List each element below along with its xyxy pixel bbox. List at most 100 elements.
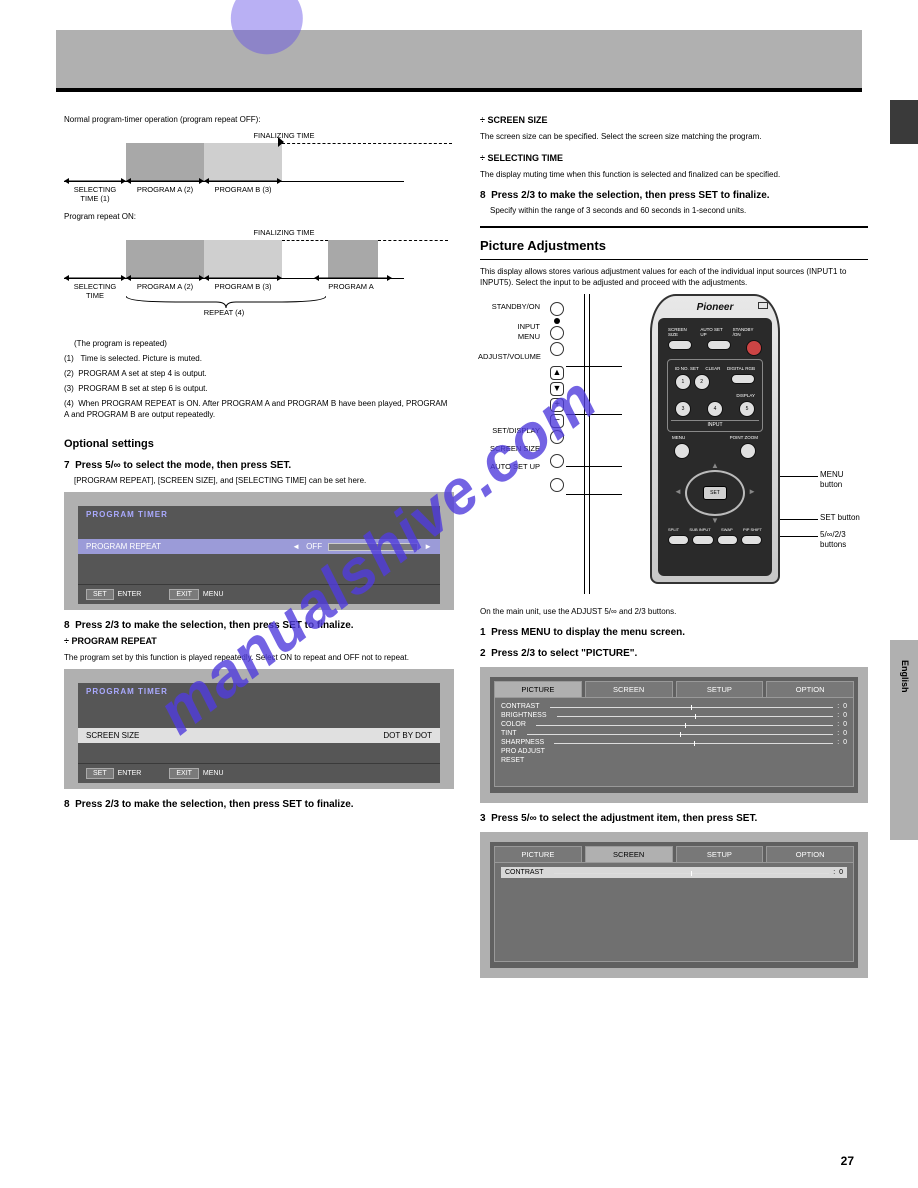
panel-up-btn[interactable]: ▲: [550, 366, 564, 380]
menu-label: BRIGHTNESS: [501, 712, 547, 719]
remote-num-2[interactable]: 2: [694, 374, 710, 390]
remote-label: POINT ZOOM: [730, 435, 758, 440]
section-underline: [480, 259, 868, 260]
dim-label: PROGRAM A: [312, 282, 390, 291]
step-7: 7 Press 5/∞ to select the mode, then pre…: [64, 460, 454, 471]
remote-screensize-btn[interactable]: [668, 340, 692, 350]
remote-swap-btn[interactable]: [717, 535, 738, 545]
panel-label: AUTO SET UP: [478, 462, 540, 472]
step-7-sub: [PROGRAM REPEAT], [SCREEN SIZE], and [SE…: [74, 475, 454, 486]
remote-standby-btn[interactable]: [746, 340, 762, 356]
osd-program-repeat: PROGRAM TIMER PROGRAM REPEAT ◄ OFF ► SET…: [64, 492, 454, 610]
picture-adjustments-heading: Picture Adjustments: [480, 238, 868, 253]
remote-num-3[interactable]: 3: [675, 401, 691, 417]
optional-settings-heading: Optional settings: [64, 438, 454, 450]
left-column: Normal program-timer operation (program …: [64, 110, 454, 810]
tab-screen[interactable]: SCREEN: [585, 681, 673, 697]
list-item: (4) When PROGRAM REPEAT is ON. After PRO…: [64, 398, 454, 420]
list-item: (1) Time is selected. Picture is muted.: [64, 353, 454, 364]
remote-label: AUTO SET UP: [700, 327, 729, 337]
panel-setdisplay-btn[interactable]: [550, 430, 564, 444]
osd-menu: MENU: [203, 770, 224, 777]
tab-option[interactable]: OPTION: [766, 681, 854, 697]
remote-pipshift-btn[interactable]: [741, 535, 762, 545]
dim-label: PROGRAM B (3): [204, 282, 282, 291]
panel-edge-line: [584, 294, 585, 594]
remote-label: DISPLAY: [736, 393, 755, 398]
remote-num-5[interactable]: 5: [739, 401, 755, 417]
tab-setup[interactable]: SETUP: [676, 681, 764, 697]
step-8a: 8 Press 2/3 to make the selection, then …: [64, 620, 454, 631]
controls-illustration: STANDBY/ON INPUT MENU ADJUST/VOLUME SET/…: [480, 294, 868, 602]
panel-menu-btn[interactable]: [550, 342, 564, 356]
menu-value: : 0: [837, 703, 847, 710]
screen-size-heading: ÷ SCREEN SIZE: [480, 114, 868, 127]
remote-label: CLEAR: [705, 366, 720, 371]
tab-picture[interactable]: PICTURE: [494, 681, 582, 697]
step-8c: 8 Press 2/3 to make the selection, then …: [480, 190, 868, 201]
osd-set: SET: [86, 589, 114, 600]
menu-picture-full: PICTURE SCREEN SETUP OPTION CONTRAST: 0 …: [480, 667, 868, 803]
panel-autosetup-btn[interactable]: [550, 478, 564, 492]
dim-label: SELECTING TIME: [64, 282, 126, 300]
remote-menu-btn[interactable]: [674, 443, 690, 459]
repeat-note: (The program is repeated): [74, 338, 454, 349]
panel-label: STANDBY/ON: [478, 302, 540, 312]
panel-screensize-btn[interactable]: [550, 454, 564, 468]
selecting-time-text: The display muting time when this functi…: [480, 169, 868, 180]
panel-plus-btn[interactable]: +: [550, 398, 564, 412]
remote-right-btn[interactable]: ►: [748, 487, 756, 496]
menu-value: : 0: [837, 721, 847, 728]
remote-label: DIGITAL RGB: [727, 366, 755, 371]
selecting-time-heading: ÷ SELECTING TIME: [480, 152, 868, 165]
panel-down-btn[interactable]: ▼: [550, 382, 564, 396]
remote-input-label: INPUT: [671, 420, 759, 428]
remote-display-btn[interactable]: [731, 374, 755, 384]
panel-label: SET/DISPLAY: [478, 426, 540, 436]
remote-up-btn[interactable]: ▲: [711, 461, 719, 470]
side-tab-dark: [890, 100, 918, 144]
menu-label: CONTRAST: [505, 869, 544, 876]
dim-label: FINALIZING TIME: [234, 228, 334, 237]
brace-label: REPEAT (4): [184, 308, 264, 317]
menu-picture-contrast: PICTURE SCREEN SETUP OPTION CONTRAST : 0: [480, 832, 868, 978]
menu-label: COLOR: [501, 721, 526, 728]
tab-picture[interactable]: PICTURE: [494, 846, 582, 862]
panel-minus-btn[interactable]: −: [550, 414, 564, 428]
osd-menu: MENU: [203, 591, 224, 598]
menu-value: : 0: [837, 739, 847, 746]
header-divider: [56, 88, 862, 92]
step-1: 1 Press MENU to display the menu screen.: [480, 627, 868, 638]
panel-standby-btn[interactable]: [550, 302, 564, 316]
leader-set-label: SET button: [820, 513, 860, 523]
remote-pointzoom-btn[interactable]: [740, 443, 756, 459]
menu-label: SHARPNESS: [501, 739, 544, 746]
osd-row-value: OFF: [306, 542, 322, 551]
panel-input-btn[interactable]: [550, 326, 564, 340]
tab-setup[interactable]: SETUP: [676, 846, 764, 862]
remote-subinput-btn[interactable]: [692, 535, 713, 545]
program-repeat-heading: ÷ PROGRAM REPEAT: [64, 635, 454, 648]
remote-num-1[interactable]: 1: [675, 374, 691, 390]
remote-split-btn[interactable]: [668, 535, 689, 545]
osd-set: SET: [86, 768, 114, 779]
osd-enter: ENTER: [118, 770, 142, 777]
timing-diagram-2: SELECTING TIME PROGRAM A (2) PROGRAM B (…: [64, 226, 454, 326]
remote-label: ID NO. SET: [675, 366, 699, 371]
tab-option[interactable]: OPTION: [766, 846, 854, 862]
diagram2-caption: Program repeat ON:: [64, 211, 454, 222]
osd-row-label: SCREEN SIZE: [86, 731, 139, 740]
remote-label: STANDBY /ON: [733, 327, 762, 337]
remote-set-btn[interactable]: SET: [703, 486, 727, 500]
remote-left-btn[interactable]: ◄: [674, 487, 682, 496]
tab-screen[interactable]: SCREEN: [585, 846, 673, 862]
remote-num-4[interactable]: 4: [707, 401, 723, 417]
remote-down-btn[interactable]: ▼: [711, 516, 719, 525]
remote-autosetup-btn[interactable]: [707, 340, 731, 350]
program-repeat-text: The program set by this function is play…: [64, 652, 454, 663]
panel-label: INPUT: [478, 322, 540, 332]
osd-row-value: DOT BY DOT: [383, 731, 432, 740]
dim-label: PROGRAM A (2): [126, 185, 204, 194]
menu-label: PRO ADJUST: [501, 748, 545, 755]
panel-led: [554, 318, 560, 324]
